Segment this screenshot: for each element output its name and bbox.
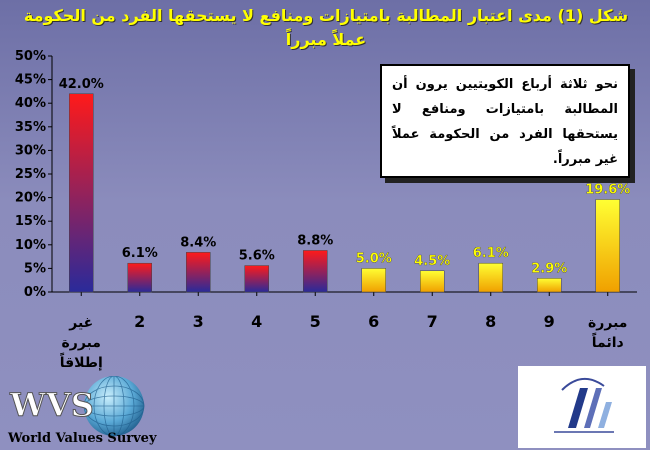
- y-tick-label: 0%: [24, 285, 46, 300]
- wvs-logo-letters: WVS: [9, 386, 94, 424]
- arc-icon: [561, 378, 605, 391]
- data-label: 5.6%: [239, 249, 275, 264]
- bar: [244, 265, 269, 293]
- x-tick-label: 6: [368, 312, 379, 331]
- y-tick-label: 35%: [15, 120, 46, 135]
- data-label: 8.4%: [180, 235, 216, 250]
- x-tick-label: مبررة: [62, 335, 101, 351]
- x-tick-label: إطلاقاً: [60, 352, 103, 371]
- data-label: 5.0%: [356, 251, 392, 266]
- chart-title: شكل (1) مدى اعتبار المطالبة بامتيازات وم…: [23, 6, 629, 49]
- x-tick-label: 7: [427, 312, 438, 331]
- bar: [420, 270, 445, 293]
- world-values-survey-logo: WVS: [9, 376, 145, 437]
- data-label: 8.8%: [297, 233, 333, 248]
- data-label: 4.5%: [414, 254, 450, 269]
- data-label: 6.1%: [473, 246, 509, 261]
- y-tick-label: 5%: [24, 261, 46, 276]
- x-tick-label: 9: [544, 312, 555, 331]
- data-label: 19.6%: [585, 182, 630, 197]
- x-tick-label: دائماً: [592, 332, 624, 351]
- bar: [595, 199, 620, 293]
- y-tick-label: 50%: [15, 49, 46, 64]
- y-tick-label: 25%: [15, 167, 46, 182]
- bar: [303, 250, 328, 293]
- wvs-caption: World Values Survey: [8, 431, 157, 446]
- bar: [127, 262, 152, 293]
- y-tick-label: 10%: [15, 238, 46, 253]
- x-tick-label: 3: [193, 312, 204, 331]
- y-tick-label: 15%: [15, 214, 46, 229]
- x-tick-label: غير: [68, 315, 93, 331]
- x-tick-label: 2: [134, 312, 145, 331]
- x-tick-label: 5: [310, 312, 321, 331]
- y-tick-label: 30%: [15, 143, 46, 158]
- research-center-logo: [518, 366, 646, 448]
- data-label: 6.1%: [122, 246, 158, 261]
- data-label: 42.0%: [59, 77, 104, 92]
- bar: [361, 268, 386, 293]
- bar: [186, 252, 211, 293]
- callout-box: نحو ثلاثة أرباع الكويتيين يرون أن المطال…: [380, 64, 630, 178]
- chart-axes: 0% 5% 10% 15% 20% 25% 30% 35% 40% 45% 50%: [15, 49, 637, 300]
- y-tick-label: 45%: [15, 73, 46, 88]
- chart-data-labels: 42.0% 6.1% 8.4% 5.6% 8.8% 5.0% 4.5% 6.1% 2.9% 19.…: [59, 77, 631, 277]
- data-label: 2.9%: [531, 261, 567, 276]
- bar: [537, 278, 562, 293]
- chart-bars: [69, 93, 620, 293]
- bar: [69, 93, 94, 293]
- chevron-mark-icon: [568, 388, 588, 428]
- x-tick-label: مبررة: [588, 315, 627, 331]
- y-tick-label: 20%: [15, 191, 46, 206]
- bar: [478, 262, 503, 293]
- x-tick-label: 8: [485, 312, 496, 331]
- y-tick-label: 40%: [15, 96, 46, 111]
- x-tick-label: 4: [251, 312, 262, 331]
